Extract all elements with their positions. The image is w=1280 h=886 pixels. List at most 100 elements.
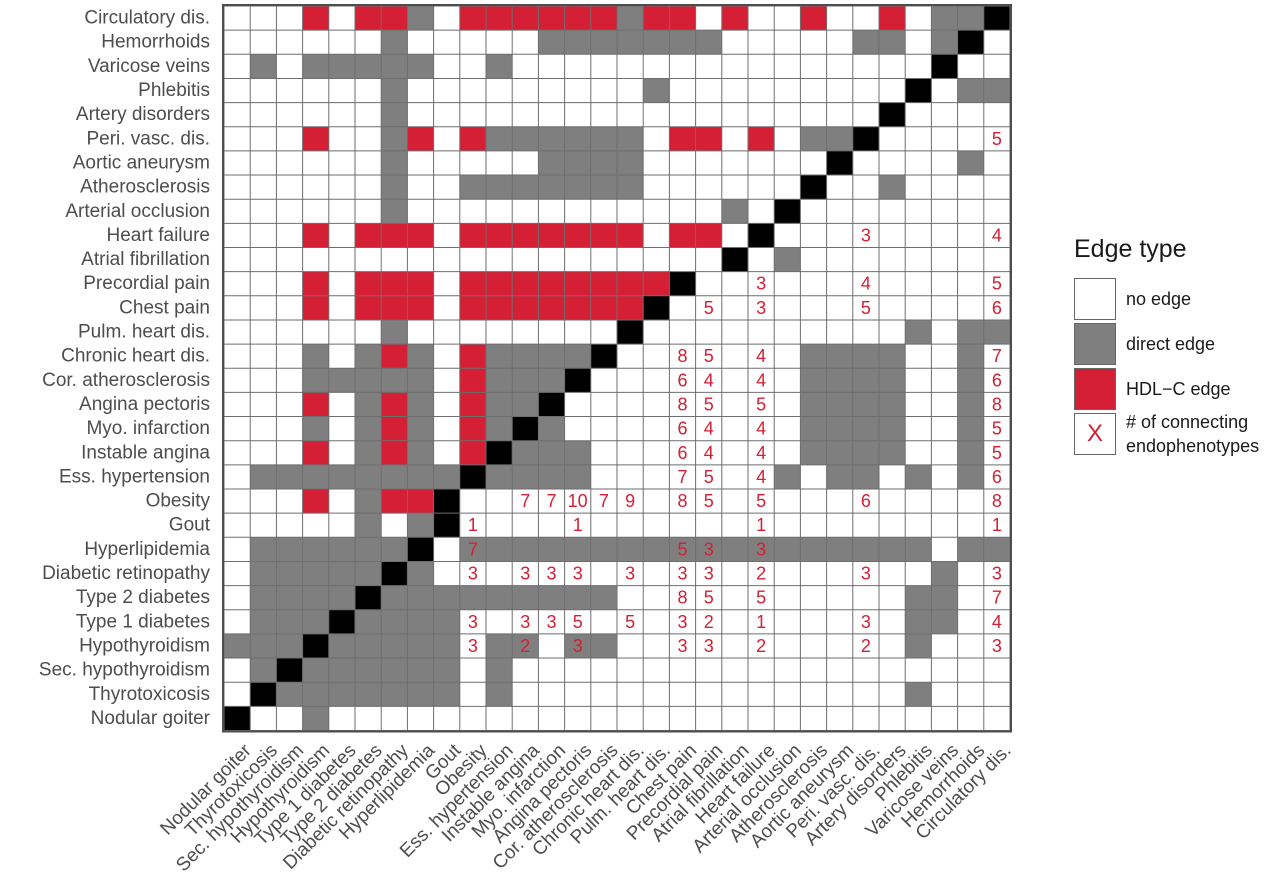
heatmap-cell [669,537,696,562]
heatmap-cell [852,344,879,369]
count-label: 8 [677,491,687,511]
heatmap-cell [695,489,722,514]
heatmap-cell [224,489,251,514]
heatmap-cell [276,561,303,586]
heatmap-cell [276,78,303,103]
heatmap-cell [669,585,696,610]
heatmap-cell [852,175,879,200]
heatmap-cell [931,416,958,441]
heatmap-cell [931,561,958,586]
heatmap-cell [538,6,565,31]
count-label: 3 [704,636,714,656]
heatmap-cell [721,416,748,441]
heatmap-cell [721,489,748,514]
heatmap-cell [407,609,434,634]
heatmap-cell [381,295,408,320]
heatmap-cell [669,609,696,634]
heatmap-cell [250,489,277,514]
heatmap-cell [564,633,591,659]
heatmap-cell [774,150,801,176]
heatmap-cell [381,416,408,441]
heatmap-cell [879,706,906,731]
heatmap-cell [224,440,251,465]
heatmap-cell [590,633,617,659]
count-label: 4 [756,467,766,487]
heatmap-cell [433,464,460,489]
heatmap-cell [407,54,434,79]
heatmap-cell [564,295,591,320]
heatmap-cell [669,175,696,200]
heatmap-cell [564,54,591,79]
heatmap-cell [512,295,539,320]
heatmap-cell [302,223,329,248]
heatmap-cell [355,368,382,393]
heatmap-cell [433,271,460,296]
heatmap-cell [957,489,984,514]
heatmap-cell [721,658,748,683]
heatmap-cell [590,319,617,345]
heatmap-cell [407,30,434,55]
heatmap-cell [355,223,382,248]
heatmap-cell [564,609,591,634]
heatmap-cell [590,344,617,369]
count-labels: 53 43 4 55 3 5 68 5 4 76 4 4 68 5 5 86 4 4 56 4 4 57 5 4 67 7 10 7 9… [468,129,1002,656]
heatmap-cell [564,658,591,683]
heatmap-cell [905,6,932,31]
heatmap-cell [433,199,460,224]
heatmap-cell [852,368,879,393]
heatmap-cell [459,295,486,320]
y-tick-label-chronic-heart-dis: Chronic heart dis. [61,346,210,367]
heatmap-cell [224,537,251,562]
heatmap-cell [224,658,251,683]
count-label: 9 [625,491,635,511]
heatmap-cell [355,175,382,200]
heatmap-cell [695,319,722,345]
heatmap-cell [512,175,539,200]
heatmap-cell [931,633,958,659]
heatmap-cell [355,247,382,272]
heatmap-cell [590,392,617,417]
heatmap-cell [748,78,775,103]
heatmap-cell [800,6,827,31]
heatmap-cell [459,392,486,417]
heatmap-cell [931,440,958,465]
heatmap-cell [512,54,539,79]
heatmap-cell [669,126,696,151]
y-tick-label-artery-disorders: Artery disorders [76,104,210,125]
heatmap-cell [852,126,879,151]
heatmap-cell [459,537,486,562]
heatmap-cell [983,247,1010,272]
count-label: 2 [756,636,766,656]
heatmap-cell [931,199,958,224]
heatmap-cell [250,537,277,562]
count-label: 3 [677,564,687,584]
heatmap-cell [590,561,617,586]
heatmap-cell [276,633,303,659]
heatmap-cell [486,633,513,659]
heatmap-cell [957,150,984,176]
heatmap-cell [538,706,565,731]
heatmap-cell [538,199,565,224]
heatmap-cell [407,295,434,320]
heatmap-cell [486,199,513,224]
heatmap-cell [669,319,696,345]
heatmap-cell [617,54,644,79]
heatmap-cell [643,464,670,489]
heatmap-cell [957,319,984,345]
legend-swatch-direct-edge [1074,323,1116,365]
heatmap-cell [852,706,879,731]
heatmap-cell [224,682,251,707]
heatmap-cell [302,271,329,296]
heatmap-cell [355,513,382,538]
heatmap-cell [302,489,329,514]
heatmap-cell [695,271,722,296]
legend-label-hdl-edge: HDL−C edge [1126,379,1231,399]
heatmap-cell [983,489,1010,514]
heatmap-cell [852,464,879,489]
heatmap-cell [879,440,906,465]
heatmap-cell [459,561,486,586]
heatmap-cell [617,464,644,489]
heatmap-cell [931,54,958,79]
heatmap-cell [276,30,303,55]
heatmap-cell [407,633,434,659]
